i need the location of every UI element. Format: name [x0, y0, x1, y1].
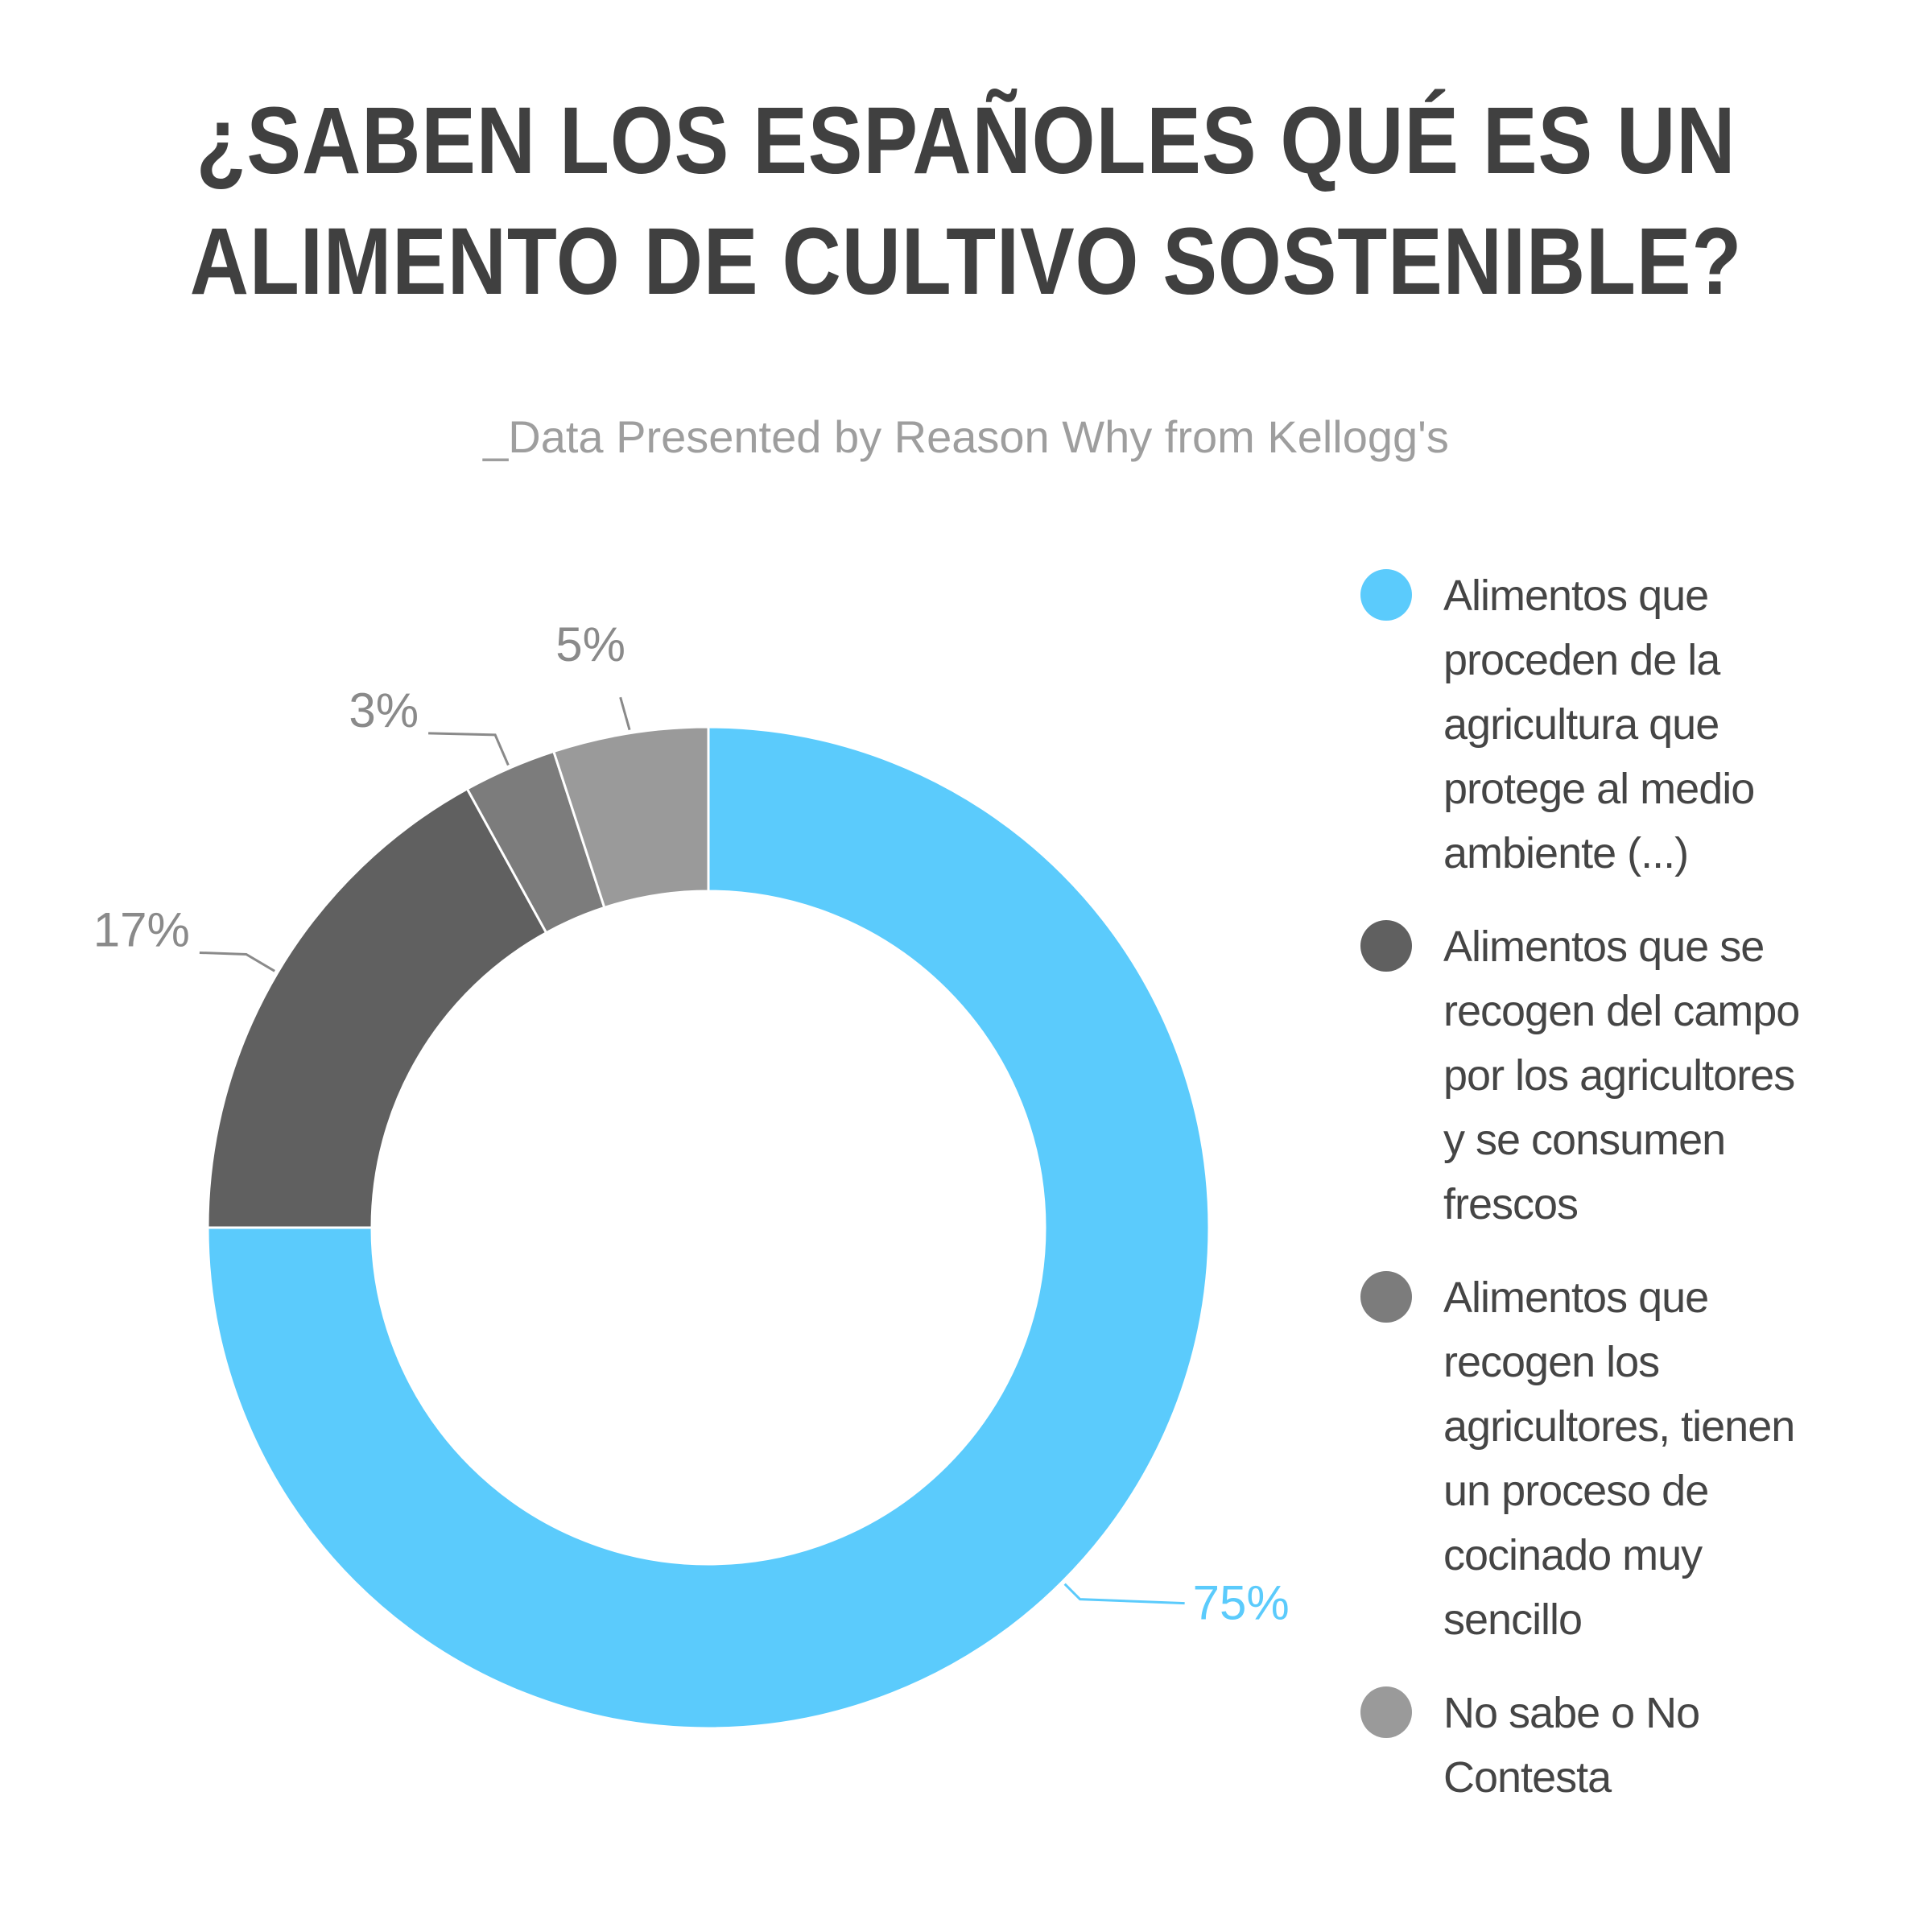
legend-line: sencillo [1443, 1596, 1583, 1644]
chart-title-line-2: ALIMENTO DE CULTIVO SOSTENIBLE? [189, 208, 1743, 315]
leader-line [428, 732, 510, 766]
legend-swatch [1360, 920, 1412, 972]
legend-item-no-sabe: No sabe o No Contesta [1360, 1681, 1876, 1810]
donut-slice [551, 725, 710, 910]
legend-line: Alimentos que [1443, 572, 1709, 620]
leader-line [1063, 1583, 1185, 1605]
leader-line [199, 951, 275, 972]
legend-line: recogen del campo [1443, 987, 1800, 1035]
legend-line: frescos [1443, 1180, 1579, 1228]
legend-swatch [1360, 569, 1412, 621]
legend-line: cocinado muy [1443, 1531, 1703, 1579]
legend-line: un proceso de [1443, 1467, 1709, 1515]
legend-line: agricultura que [1443, 700, 1719, 749]
legend-line: ambiente (...) [1443, 829, 1689, 877]
donut-slice [206, 725, 1211, 1730]
legend-line: Contesta [1443, 1753, 1612, 1802]
legend-item-agricultura-medio-ambiente: Alimentos que proceden de la agricultura… [1360, 564, 1876, 886]
data-label: 17% [93, 902, 190, 956]
chart-legend: Alimentos que proceden de la agricultura… [1360, 564, 1876, 1839]
chart-title: ¿SABEN LOS ESPAÑOLES QUÉ ES UN ALIMENTO … [135, 80, 1797, 322]
legend-line: por los agricultores [1443, 1051, 1795, 1100]
legend-line: Alimentos que [1443, 1274, 1709, 1322]
chart-title-line-1: ¿SABEN LOS ESPAÑOLES QUÉ ES UN [196, 88, 1736, 194]
donut-slice [206, 786, 548, 1229]
legend-swatch [1360, 1271, 1412, 1323]
chart-subtitle: _Data Presented by Reason Why from Kello… [483, 411, 1449, 462]
legend-line: proceden de la [1443, 636, 1720, 684]
legend-line: Alimentos que se [1443, 923, 1765, 971]
legend-swatch [1360, 1686, 1412, 1738]
legend-item-cocinado-sencillo: Alimentos que recogen los agricultores, … [1360, 1265, 1876, 1652]
leader-line [619, 696, 631, 731]
legend-line: No sabe o No [1443, 1689, 1700, 1737]
data-label: 75% [1193, 1576, 1290, 1630]
legend-line: protege al medio [1443, 765, 1755, 813]
legend-line: y se consumen [1443, 1116, 1726, 1164]
data-label: 3% [349, 683, 419, 737]
data-label: 5% [555, 617, 625, 671]
legend-item-recogen-frescos: Alimentos que se recogen del campo por l… [1360, 914, 1876, 1236]
legend-line: agricultores, tienen [1443, 1402, 1795, 1451]
legend-line: recogen los [1443, 1338, 1660, 1386]
